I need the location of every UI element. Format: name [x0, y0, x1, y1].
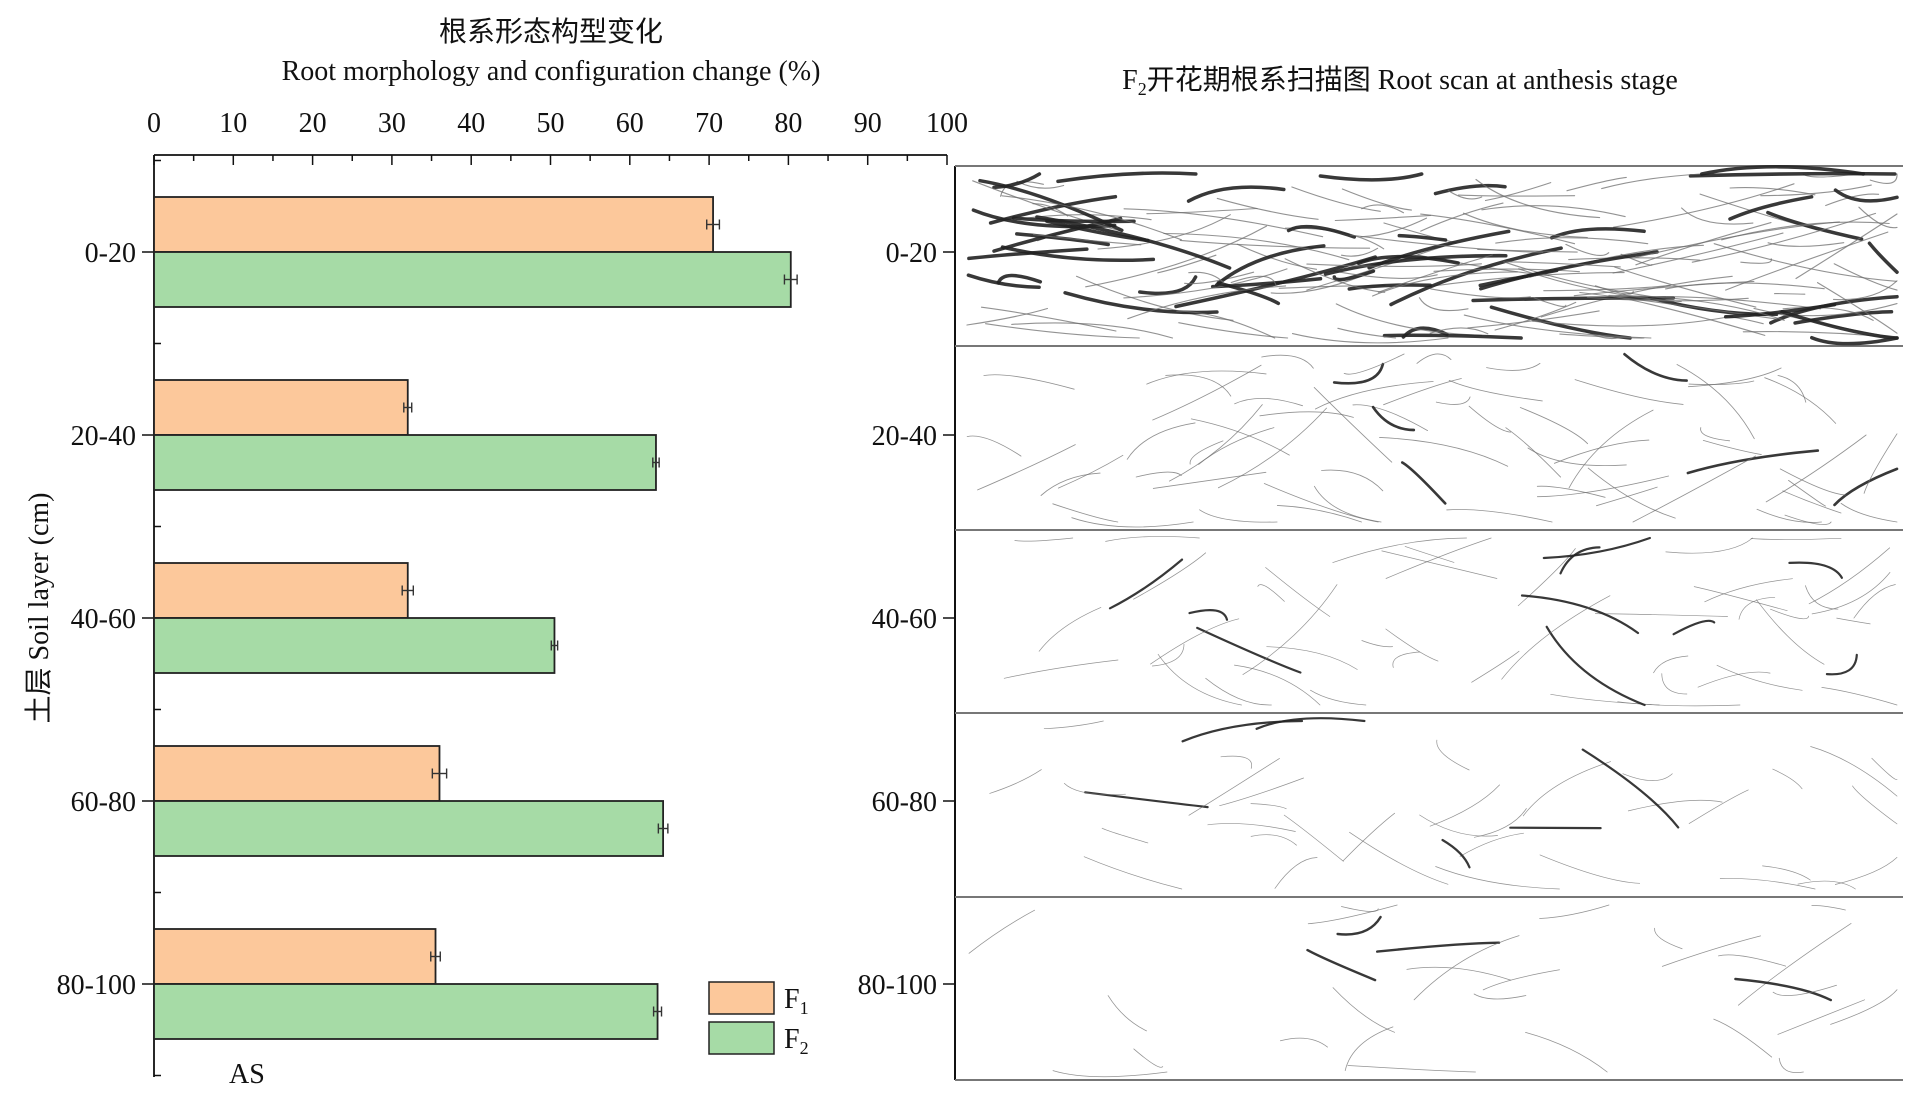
scan-row-label: 20-40 [872, 421, 937, 452]
bar-f1-60-80 [153, 745, 441, 802]
y-tick-label: 20-40 [71, 421, 136, 452]
x-tick-label: 10 [219, 108, 247, 139]
legend-label-f2-main: F [784, 1024, 800, 1055]
chart-title-en: Root morphology and configuration change… [282, 56, 821, 87]
root-scan-image-60-80 [989, 717, 1898, 890]
legend-label-f2: F2 [784, 1024, 809, 1058]
legend-label-f1-main: F [784, 984, 800, 1015]
x-tick-label: 40 [457, 108, 485, 139]
x-tick-label: 30 [378, 108, 406, 139]
root-scan-image-0-20 [966, 165, 1899, 346]
chart-title-cn: 根系形态构型变化 [439, 16, 663, 48]
bar-f1-20-40 [153, 379, 409, 436]
x-tick-label: 80 [774, 108, 802, 139]
bar-chart: 0 10 20 30 40 50 60 70 80 90 100 0-20 20-40 40-60 60-8… [57, 108, 968, 1077]
x-tick-label: 0 [147, 108, 161, 139]
scan-panel-title: F2开花期根系扫描图 Root scan at anthesis stage [1122, 64, 1678, 99]
root-scan-panel: 0-20 20-40 40-60 60-80 80-100 [858, 165, 1903, 1081]
panel-label: AS [229, 1059, 265, 1090]
legend-label-f1: F1 [784, 984, 809, 1018]
scan-row-label: 60-80 [872, 787, 937, 818]
x-tick-label: 70 [695, 108, 723, 139]
x-tick-label: 50 [537, 108, 565, 139]
legend-swatch-f2 [708, 1021, 775, 1055]
bar-f2-80-100 [153, 983, 659, 1040]
x-tick-label: 100 [926, 108, 968, 139]
root-scan-image-80-100 [968, 904, 1898, 1078]
scan-row-label: 0-20 [886, 238, 937, 269]
y-tick-label: 80-100 [57, 970, 136, 1001]
bar-f2-40-60 [153, 617, 556, 674]
legend-label-f2-sub: 2 [800, 1038, 809, 1058]
bar-f2-20-40 [153, 434, 657, 491]
x-tick-label: 90 [854, 108, 882, 139]
y-axis-label: 土层 Soil layer (cm) [23, 493, 55, 724]
x-tick-label: 60 [616, 108, 644, 139]
y-tick-label: 60-80 [71, 787, 136, 818]
scan-title-text: 开花期根系扫描图 Root scan at anthesis stage [1147, 64, 1678, 96]
scan-row-label: 80-100 [858, 970, 937, 1001]
legend: F1 F2 [708, 981, 809, 1058]
bar-f2-0-20 [153, 251, 792, 308]
bar-f1-80-100 [153, 928, 437, 985]
bar-f1-40-60 [153, 562, 409, 619]
root-scan-image-40-60 [1003, 536, 1898, 707]
root-scan-image-20-40 [966, 352, 1899, 528]
y-tick-label: 0-20 [85, 238, 136, 269]
legend-label-f1-sub: 1 [800, 998, 809, 1018]
y-tick-label: 40-60 [71, 604, 136, 635]
bar-f2-60-80 [153, 800, 665, 857]
x-tick-label: 20 [299, 108, 327, 139]
scan-row-label: 40-60 [872, 604, 937, 635]
scan-title-f: F [1122, 65, 1138, 96]
scan-title-sub: 2 [1138, 79, 1147, 99]
legend-swatch-f1 [708, 981, 775, 1015]
bar-f1-0-20 [153, 196, 714, 253]
